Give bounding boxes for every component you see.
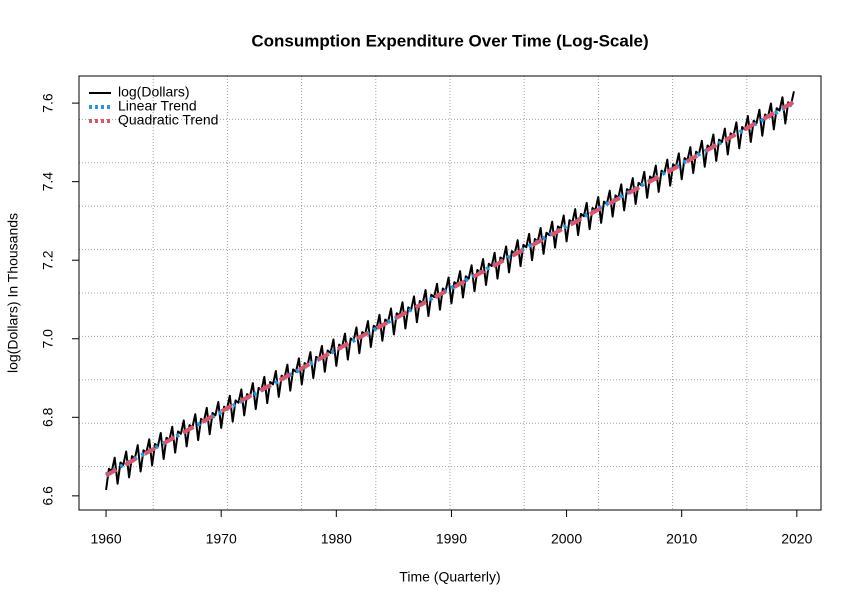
plot-frame <box>78 75 822 511</box>
x-tick-label: 1980 <box>321 531 352 547</box>
y-tick-label: 7.6 <box>40 93 56 113</box>
x-axis-label: Time (Quarterly) <box>399 569 500 585</box>
x-tick-label: 1960 <box>90 531 121 547</box>
y-tick-label: 6.6 <box>40 486 56 506</box>
y-tick-label: 7.4 <box>40 172 56 192</box>
legend-label: log(Dollars) <box>118 84 190 100</box>
y-tick-label: 7.2 <box>40 250 56 270</box>
x-tick-label: 2020 <box>781 531 812 547</box>
legend-label: Linear Trend <box>118 98 197 114</box>
x-tick-label: 1970 <box>206 531 237 547</box>
x-tick-label: 1990 <box>436 531 467 547</box>
legend-label: Quadratic Trend <box>118 112 218 128</box>
x-tick-label: 2010 <box>666 531 697 547</box>
chart-title: Consumption Expenditure Over Time (Log-S… <box>251 31 648 50</box>
y-tick-label: 6.8 <box>40 407 56 427</box>
y-tick-label: 7.0 <box>40 329 56 349</box>
x-tick-label: 2000 <box>551 531 582 547</box>
series-line <box>105 101 795 477</box>
y-axis-label: log(Dollars) In Thousands <box>5 213 21 373</box>
series-line <box>105 91 795 491</box>
